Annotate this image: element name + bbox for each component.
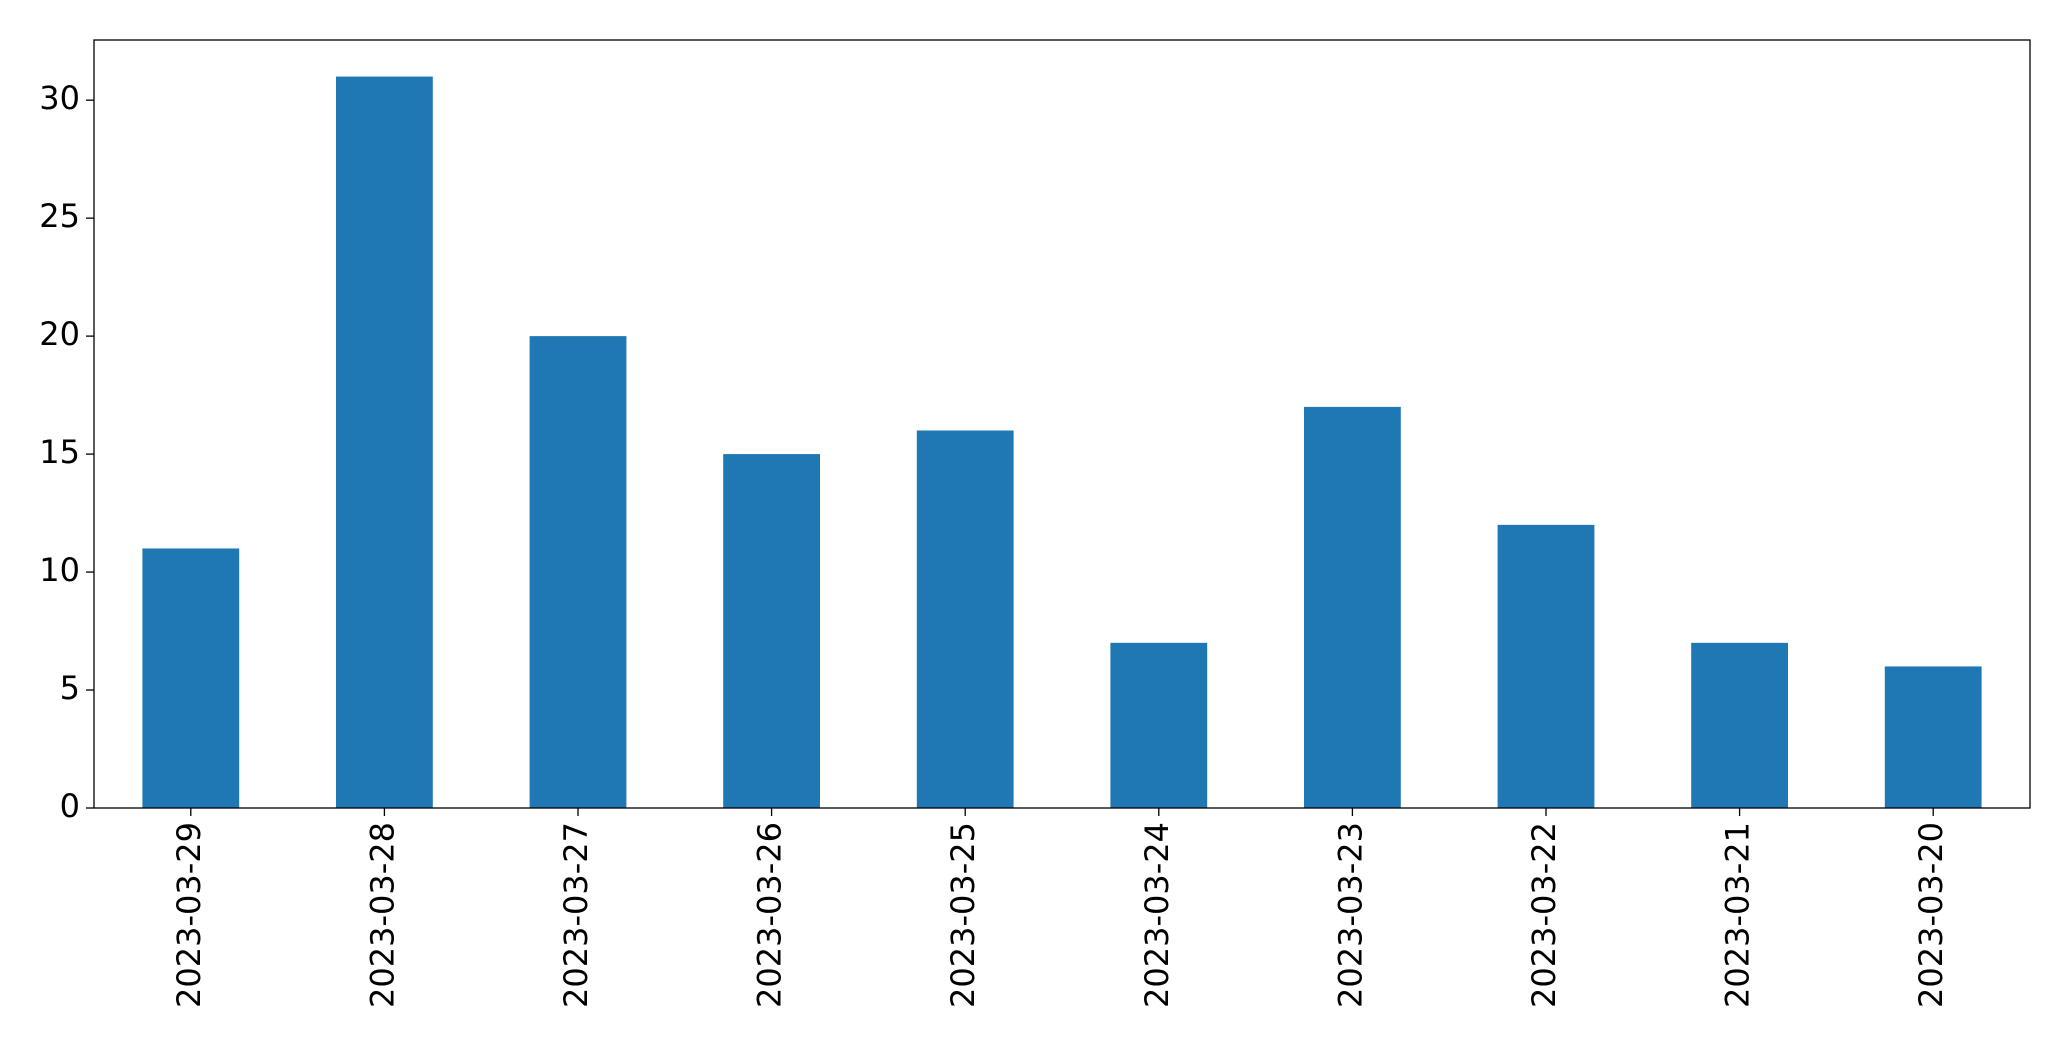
y-tick-label: 10 bbox=[39, 551, 80, 589]
x-tick-label: 2023-03-26 bbox=[751, 822, 789, 1008]
bar bbox=[723, 454, 820, 808]
bar bbox=[916, 430, 1014, 808]
y-tick-label: 30 bbox=[39, 79, 80, 117]
bar bbox=[1497, 524, 1595, 808]
x-tick-label: 2023-03-28 bbox=[363, 822, 401, 1008]
x-tick-label: 2023-03-29 bbox=[170, 822, 208, 1008]
y-tick-label: 20 bbox=[39, 315, 80, 353]
y-tick-label: 0 bbox=[60, 787, 80, 825]
x-tick-label: 2023-03-24 bbox=[1138, 822, 1176, 1008]
bar bbox=[1110, 642, 1208, 808]
x-tick-label: 2023-03-21 bbox=[1719, 822, 1757, 1008]
x-tick-label: 2023-03-25 bbox=[944, 822, 982, 1008]
bar bbox=[529, 336, 627, 808]
y-tick-label: 25 bbox=[39, 197, 80, 235]
x-tick-label: 2023-03-20 bbox=[1912, 822, 1950, 1008]
y-tick-label: 5 bbox=[60, 669, 80, 707]
axes-frame bbox=[93, 39, 2031, 809]
plot-area bbox=[142, 76, 1982, 809]
bar bbox=[1884, 666, 1982, 808]
y-tick-label: 15 bbox=[39, 433, 80, 471]
x-tick-label: 2023-03-27 bbox=[557, 822, 595, 1008]
x-tick-label: 2023-03-23 bbox=[1331, 822, 1369, 1008]
bar bbox=[1304, 406, 1401, 808]
bar bbox=[1691, 642, 1788, 808]
bar bbox=[142, 548, 240, 808]
bar bbox=[336, 76, 433, 809]
x-tick-label: 2023-03-22 bbox=[1525, 822, 1563, 1008]
